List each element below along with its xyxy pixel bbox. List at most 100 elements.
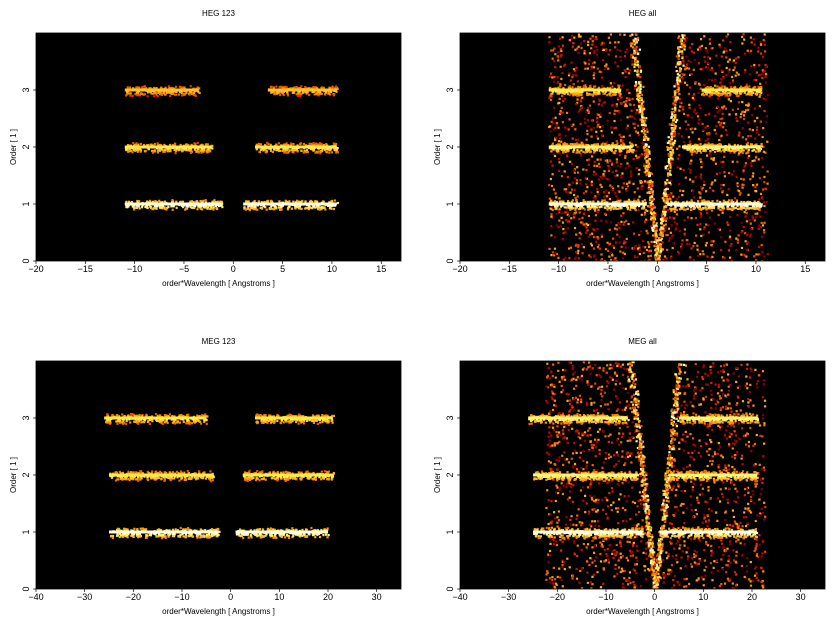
- band-cell: [152, 95, 156, 98]
- band-cell: [244, 208, 247, 211]
- v-streak-cell: [678, 48, 681, 52]
- noise-cell: [547, 183, 551, 187]
- band-cell: [726, 208, 730, 211]
- band-cell: [575, 151, 579, 154]
- band-cell: [690, 201, 693, 204]
- band-cell: [252, 208, 256, 211]
- band-core: [548, 88, 620, 92]
- band-cell: [563, 91, 567, 94]
- noise-cell: [618, 133, 621, 136]
- noise-cell: [739, 116, 742, 119]
- band-cell: [756, 207, 759, 211]
- band-cell: [721, 204, 724, 207]
- band-cell: [593, 207, 597, 211]
- band-cell: [190, 529, 193, 532]
- noise-cell: [756, 116, 759, 120]
- band-cell: [266, 141, 269, 144]
- noise-cell: [722, 183, 725, 187]
- noise-cell: [593, 170, 596, 173]
- band-cell: [304, 150, 308, 154]
- v-streak-cell: [655, 222, 658, 225]
- v-streak-cell: [651, 193, 654, 196]
- band-cell: [575, 199, 578, 202]
- noise-cell: [575, 66, 578, 69]
- noise-cell: [741, 100, 744, 104]
- v-streak-cell: [640, 102, 644, 105]
- noise-cell: [683, 232, 686, 235]
- band-cell: [578, 90, 582, 94]
- band-cell: [569, 208, 572, 211]
- band-cell: [258, 150, 261, 154]
- band-cell: [165, 528, 168, 532]
- noise-cell: [734, 74, 737, 77]
- band-cell: [177, 93, 181, 96]
- v-streak-cell: [635, 40, 639, 43]
- band-cell: [317, 147, 320, 150]
- noise-cell: [667, 239, 671, 242]
- v-streak-cell: [645, 159, 648, 162]
- v-streak-cell: [634, 81, 638, 84]
- noise-cell: [718, 108, 722, 111]
- band-cell: [575, 94, 579, 97]
- v-streak-cell: [655, 235, 658, 238]
- band-cell: [254, 208, 257, 211]
- noise-cell: [616, 198, 619, 201]
- noise-cell: [720, 236, 723, 239]
- band-cell: [199, 144, 202, 147]
- band-cell: [569, 205, 573, 209]
- band-cell: [137, 86, 141, 90]
- noise-cell: [743, 110, 747, 114]
- noise-cell: [615, 104, 618, 108]
- v-streak-cell: [635, 82, 638, 85]
- noise-cell: [588, 254, 591, 257]
- band-cell: [558, 85, 561, 88]
- noise-cell: [605, 49, 608, 52]
- v-streak-cell: [656, 248, 659, 251]
- band-cell: [693, 206, 697, 209]
- noise-cell: [751, 215, 754, 218]
- band-cell: [221, 202, 224, 205]
- v-streak-cell: [645, 128, 649, 131]
- v-streak-cell: [645, 169, 648, 172]
- noise-cell: [728, 82, 732, 85]
- band-cell: [760, 142, 763, 146]
- band-cell: [318, 91, 322, 94]
- noise-cell: [633, 126, 636, 130]
- band-cell: [758, 149, 762, 152]
- noise-cell: [708, 42, 712, 45]
- v-streak-cell: [682, 59, 685, 62]
- band-cell: [312, 86, 315, 89]
- noise-cell: [732, 59, 736, 62]
- noise-cell: [641, 181, 644, 184]
- band-cell: [680, 206, 683, 209]
- noise-cell: [643, 211, 647, 214]
- noise-cell: [758, 95, 761, 98]
- noise-cell: [757, 227, 760, 230]
- v-streak-cell: [652, 211, 656, 214]
- noise-cell: [561, 36, 564, 39]
- v-streak-cell: [661, 220, 664, 223]
- noise-cell: [626, 148, 629, 152]
- band-cell: [286, 90, 289, 93]
- noise-cell: [597, 178, 601, 181]
- band-cell: [623, 200, 626, 203]
- band-cell: [695, 151, 698, 154]
- noise-cell: [712, 251, 715, 254]
- band-cell: [705, 92, 708, 95]
- v-streak-cell: [654, 224, 658, 227]
- noise-cell: [745, 109, 748, 112]
- band-cell: [709, 85, 713, 89]
- noise-cell: [687, 136, 691, 139]
- noise-cell: [573, 216, 576, 219]
- noise-cell: [636, 96, 640, 99]
- noise-cell: [625, 104, 628, 108]
- noise-cell: [746, 242, 749, 246]
- noise-cell: [597, 103, 600, 106]
- noise-cell: [699, 158, 702, 161]
- noise-cell: [723, 256, 726, 260]
- noise-cell: [600, 129, 603, 133]
- band-cell: [324, 93, 327, 96]
- noise-cell: [642, 251, 645, 255]
- band-cell: [208, 204, 212, 207]
- noise-cell: [627, 222, 630, 226]
